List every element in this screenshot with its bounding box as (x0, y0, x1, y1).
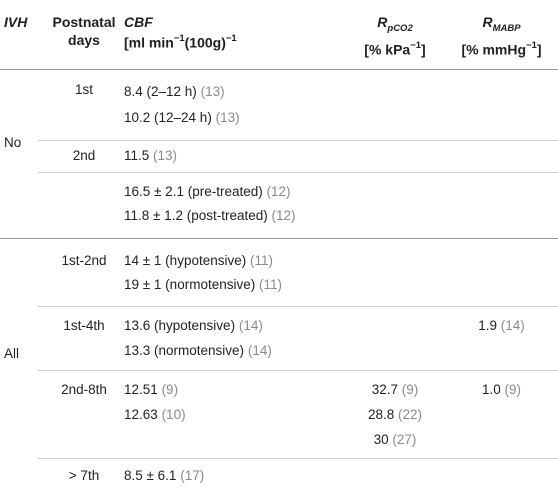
rpco2-header-title: RpCO2 (340, 13, 450, 38)
row-divider (38, 370, 558, 371)
cbf-ref: (11) (250, 253, 274, 268)
cbf-ref: (13) (215, 110, 240, 125)
ivh-header: IVH (4, 14, 28, 30)
cbf-value: 16.5 ± 2.1 (pre-treated) (124, 184, 263, 199)
cbf-ref: (13) (153, 148, 178, 163)
cbf-cell: 16.5 ± 2.1 (pre-treated) (12) (124, 184, 291, 200)
cbf-cell: 8.5 ± 6.1 (17) (124, 468, 204, 484)
group-label-no: No (4, 135, 22, 150)
days-header-line1: Postnatal (52, 14, 116, 30)
days-cell: > 7th (68, 468, 100, 483)
rmabp-ref: (9) (504, 382, 522, 397)
cbf-ref: (12) (266, 184, 291, 199)
cbf-ref: (17) (180, 468, 205, 483)
row-divider (38, 140, 558, 141)
row-divider (38, 458, 558, 459)
days-cell: 1st (74, 82, 93, 97)
group-label-all: All (4, 346, 20, 361)
rpco2-ref: (27) (392, 432, 417, 447)
cbf-ref: (14) (247, 343, 272, 358)
rpco2-ref: (22) (398, 407, 423, 422)
rmabp-unit-a: [% mmHg (461, 41, 527, 58)
cbf-unit-sup1: −1 (173, 33, 185, 44)
cbf-cell: 14 ± 1 (hypotensive) (11) (124, 253, 273, 269)
rmabp-cell: 1.9 (14) (445, 318, 558, 334)
rmabp-unit-b: ] (536, 41, 542, 58)
rpco2-header-unit: [% kPa−1] (340, 38, 450, 59)
rpco2-cell: 30 (27) (340, 432, 450, 448)
cbf-ref: (10) (161, 407, 186, 422)
cbf-header-unit: [ml min−1(100g)−1 (124, 31, 237, 52)
cbf-unit-sup2: −1 (225, 33, 237, 44)
cbf-value: 11.5 (124, 148, 150, 163)
days-cell: 2nd (72, 148, 96, 163)
rpco2-sub: pCO2 (387, 22, 413, 34)
cbf-value: 12.63 (124, 407, 158, 422)
cbf-cell: 19 ± 1 (normotensive) (11) (124, 277, 282, 293)
cbf-ref: (14) (238, 318, 263, 333)
rpco2-ref: (9) (401, 382, 419, 397)
cbf-ref: (9) (161, 382, 179, 397)
cbf-cell: 11.5 (13) (124, 148, 177, 164)
cbf-cell: 11.8 ± 1.2 (post-treated) (12) (124, 208, 296, 224)
cbf-value: 10.2 (12–24 h) (124, 110, 212, 125)
cbf-value: 13.6 (hypotensive) (124, 318, 236, 333)
rpco2-unit-a: [% kPa (364, 41, 411, 58)
cbf-value: 8.4 (2–12 h) (124, 84, 197, 99)
header-rule (0, 69, 558, 70)
rpco2-value: 30 (373, 432, 389, 447)
rpco2-main: R (377, 14, 388, 30)
cbf-ref: (13) (200, 84, 225, 99)
rmabp-unit-sup: −1 (526, 39, 537, 51)
cbf-cell: 10.2 (12–24 h) (13) (124, 110, 240, 126)
rmabp-header-title: RMABP (445, 13, 558, 38)
rmabp-main: R (482, 14, 493, 30)
cbf-unit-a: [ml min (124, 34, 174, 51)
rpco2-unit-sup: −1 (410, 39, 422, 51)
cbf-value: 14 ± 1 (hypotensive) (124, 253, 247, 268)
cbf-value: 11.8 ± 1.2 (post-treated) (124, 208, 268, 223)
cbf-ref: (11) (258, 277, 282, 292)
cbf-ref: (12) (271, 208, 296, 223)
rmabp-ref: (14) (500, 318, 525, 333)
row-divider (38, 306, 558, 307)
days-cell: 2nd-8th (61, 382, 107, 397)
rmabp-cell: 1.0 (9) (445, 382, 558, 398)
cbf-value: 8.5 ± 6.1 (124, 468, 177, 483)
rmabp-header: RMABP [% mmHg−1] (445, 13, 558, 58)
rmabp-value: 1.0 (481, 382, 501, 397)
cbf-value: 13.3 (normotensive) (124, 343, 245, 358)
rpco2-value: 28.8 (367, 407, 395, 422)
row-divider (38, 172, 558, 173)
days-header-line2: days (68, 32, 100, 48)
rpco2-header: RpCO2 [% kPa−1] (340, 13, 450, 58)
cbf-cell: 12.63 (10) (124, 407, 186, 423)
rmabp-header-unit: [% mmHg−1] (445, 38, 558, 59)
rpco2-cell: 32.7 (9) (340, 382, 450, 398)
cbf-cell: 12.51 (9) (124, 382, 178, 398)
rmabp-value: 1.9 (478, 318, 497, 333)
rpco2-unit-b: ] (421, 41, 426, 58)
cbf-unit-b: (100g) (184, 34, 226, 51)
cbf-cell: 13.6 (hypotensive) (14) (124, 318, 263, 334)
cbf-header: CBF [ml min−1(100g)−1 (124, 13, 237, 52)
cbf-value: 19 ± 1 (normotensive) (124, 277, 256, 292)
postnatal-days-header: Postnatal days (34, 13, 134, 49)
cbf-cell: 13.3 (normotensive) (14) (124, 343, 272, 359)
group-divider (0, 238, 558, 239)
rpco2-value: 32.7 (371, 382, 398, 397)
rmabp-sub: MABP (492, 22, 521, 34)
rpco2-cell: 28.8 (22) (340, 407, 450, 423)
days-cell: 1st-4th (63, 318, 105, 333)
cbf-value: 12.51 (124, 382, 158, 397)
cbf-cell: 8.4 (2–12 h) (13) (124, 84, 225, 100)
cbf-header-title: CBF (124, 14, 153, 30)
days-cell: 1st-2nd (61, 253, 107, 268)
